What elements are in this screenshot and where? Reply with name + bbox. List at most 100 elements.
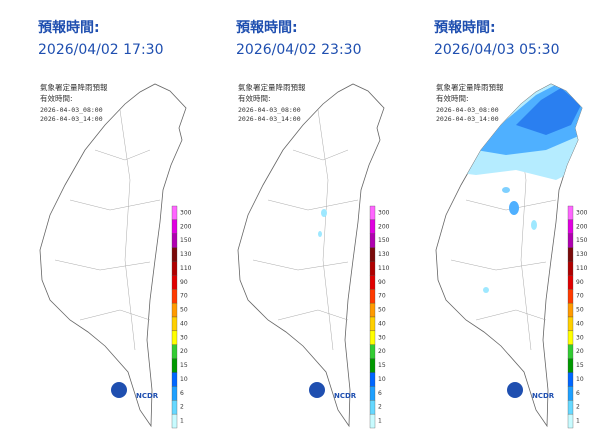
forecast-label: 預報時間:: [434, 19, 496, 36]
legend-label: 130: [576, 251, 588, 258]
legend-swatch: [369, 372, 376, 387]
legend-label: 130: [378, 251, 390, 258]
legend-swatch: [369, 247, 376, 262]
forecast-time: 2026/04/02 17:30: [38, 42, 164, 58]
legend-swatch: [567, 261, 574, 276]
legend-swatch: [171, 386, 178, 401]
cwa-logo: [507, 382, 523, 398]
map-title: 氣象署定量降雨預報: [40, 82, 108, 92]
legend-label: 90: [378, 279, 386, 286]
taiwan-map: [237, 83, 385, 427]
forecast-time: 2026/04/03 05:30: [434, 42, 560, 58]
map-title: 氣象署定量降雨預報: [238, 82, 306, 92]
legend-swatch: [369, 358, 376, 373]
legend-label: 10: [180, 376, 188, 383]
legend-swatch: [567, 372, 574, 387]
legend-label: 30: [180, 334, 188, 341]
legend-swatch: [171, 400, 178, 415]
legend-swatch: [369, 261, 376, 276]
taiwan-map: [39, 83, 187, 427]
legend-label: 15: [576, 362, 584, 369]
valid-label: 有效時間:: [40, 93, 73, 103]
rain-area: [483, 287, 489, 293]
legend-label: 20: [180, 348, 188, 355]
legend-swatch: [567, 316, 574, 332]
legend-label: 2: [576, 404, 580, 411]
legend-label: 90: [180, 279, 188, 286]
legend-label: 130: [180, 251, 192, 258]
legend-swatch: [567, 344, 574, 359]
legend-swatch: [171, 302, 178, 318]
rain-area: [516, 88, 581, 135]
legend-swatch: [171, 316, 178, 332]
legend-label: 50: [180, 307, 188, 314]
legend-label: 40: [378, 320, 386, 327]
legend-swatch: [171, 344, 178, 359]
legend-swatch: [171, 330, 178, 345]
legend-swatch: [369, 386, 376, 401]
legend-swatch: [171, 358, 178, 373]
legend-label: 300: [378, 209, 390, 216]
forecast-time: 2026/04/02 23:30: [236, 42, 362, 58]
legend-label: 10: [378, 376, 386, 383]
legend-swatch: [567, 386, 574, 401]
legend-swatch: [567, 233, 574, 248]
legend-label: 200: [180, 223, 192, 230]
valid-end: 2026-04-03_14:00: [40, 115, 103, 123]
map-title: 氣象署定量降雨預報: [436, 82, 504, 92]
legend-swatch: [567, 302, 574, 318]
valid-label: 有效時間:: [436, 93, 469, 103]
cwa-logo: [111, 382, 127, 398]
legend-label: 150: [378, 237, 390, 244]
legend-label: 2: [180, 404, 184, 411]
legend-label: 2: [378, 404, 382, 411]
legend-label: 70: [180, 293, 188, 300]
legend-label: 50: [378, 307, 386, 314]
forecast-label: 預報時間:: [38, 19, 100, 36]
legend-swatch: [369, 413, 376, 429]
legend-label: 40: [180, 320, 188, 327]
ncdr-logo: NCDR: [532, 392, 555, 400]
legend-swatch: [567, 219, 574, 234]
legend-label: 1: [378, 418, 382, 425]
legend-swatch: [171, 275, 178, 290]
legend-label: 15: [180, 362, 188, 369]
legend-swatch: [171, 205, 178, 221]
legend-label: 6: [180, 390, 184, 397]
legend-swatch: [369, 275, 376, 290]
legend-swatch: [369, 344, 376, 359]
cwa-logo: [309, 382, 325, 398]
rain-area: [318, 231, 322, 237]
legend-swatch: [369, 330, 376, 345]
legend-label: 110: [180, 265, 192, 272]
legend-label: 20: [576, 348, 584, 355]
forecast-label: 預報時間:: [236, 19, 298, 36]
legend-label: 10: [576, 376, 584, 383]
legend-swatch: [171, 247, 178, 262]
legend-label: 70: [378, 293, 386, 300]
county-lines: [252, 109, 359, 351]
legend-label: 200: [378, 223, 390, 230]
legend-swatch: [567, 330, 574, 345]
legend-swatch: [171, 261, 178, 276]
legend-label: 90: [576, 279, 584, 286]
legend-swatch: [369, 316, 376, 332]
legend-label: 6: [378, 390, 382, 397]
legend-swatch: [567, 247, 574, 262]
ncdr-logo: NCDR: [136, 392, 159, 400]
valid-label: 有效時間:: [238, 93, 271, 103]
legend-label: 15: [378, 362, 386, 369]
rain-area: [502, 187, 510, 193]
legend-swatch: [369, 219, 376, 234]
legend-swatch: [171, 289, 178, 304]
rain-area: [321, 209, 327, 217]
valid-start: 2026-04-03_08:00: [238, 106, 301, 114]
legend-label: 30: [576, 334, 584, 341]
legend-label: 200: [576, 223, 588, 230]
rain-area: [509, 201, 519, 215]
legend-label: 300: [576, 209, 588, 216]
legend-swatch: [567, 358, 574, 373]
legend-swatch: [171, 413, 178, 429]
valid-start: 2026-04-03_08:00: [40, 106, 103, 114]
